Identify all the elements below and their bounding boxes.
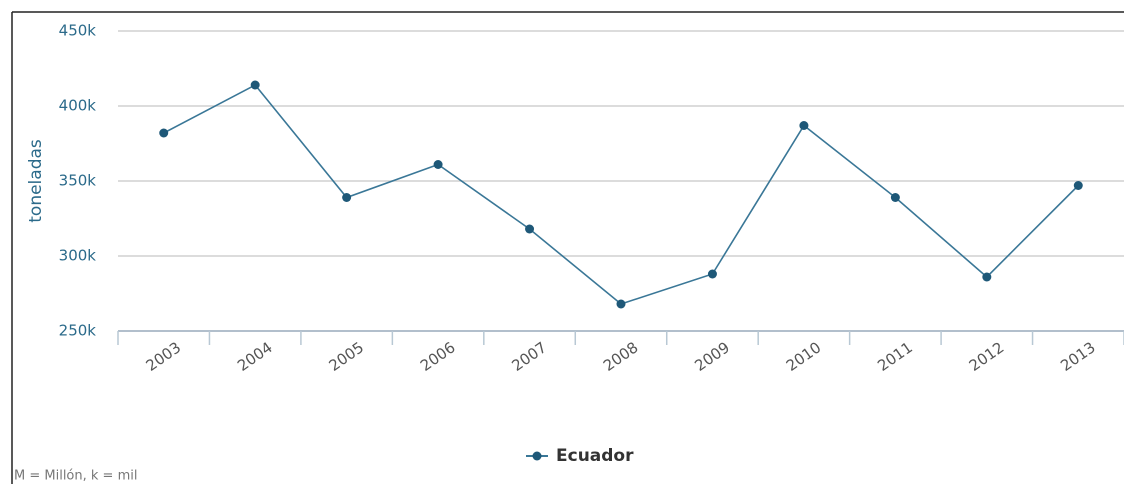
x-tick-label: 2008 — [600, 338, 642, 375]
y-tick-label: 400k — [59, 97, 97, 115]
x-tick-label: 2007 — [508, 338, 550, 375]
footnote: M = Millón, k = mil — [14, 469, 137, 484]
data-point — [799, 121, 809, 130]
x-tick-label: 2010 — [783, 338, 825, 375]
data-point — [982, 272, 992, 282]
x-tick-label: 2009 — [691, 338, 733, 375]
y-axis-label: toneladas — [26, 139, 46, 223]
data-point — [342, 193, 352, 202]
x-tick-label: 2003 — [143, 338, 185, 375]
y-tick-label: 350k — [59, 172, 97, 190]
x-tick-label: 2013 — [1057, 338, 1099, 375]
legend-marker — [532, 451, 542, 461]
legend-label: Ecuador — [556, 446, 634, 466]
series-line — [163, 83, 1079, 305]
y-tick-label: 250k — [59, 322, 97, 340]
y-tick-label: 450k — [59, 22, 97, 40]
data-point — [890, 193, 900, 202]
data-point — [1073, 181, 1083, 190]
x-tick-label: 2012 — [966, 338, 1008, 375]
x-tick-label: 2011 — [874, 338, 916, 375]
y-tick-label: 300k — [59, 247, 97, 265]
x-tick-label: 2004 — [234, 338, 276, 375]
data-point — [250, 80, 260, 90]
data-point — [707, 269, 717, 279]
x-tick-label: 2006 — [417, 338, 459, 375]
data-point — [525, 224, 535, 234]
x-tick-label: 2005 — [326, 338, 368, 375]
data-point — [616, 299, 626, 309]
data-point — [159, 128, 169, 138]
data-point — [433, 160, 443, 169]
